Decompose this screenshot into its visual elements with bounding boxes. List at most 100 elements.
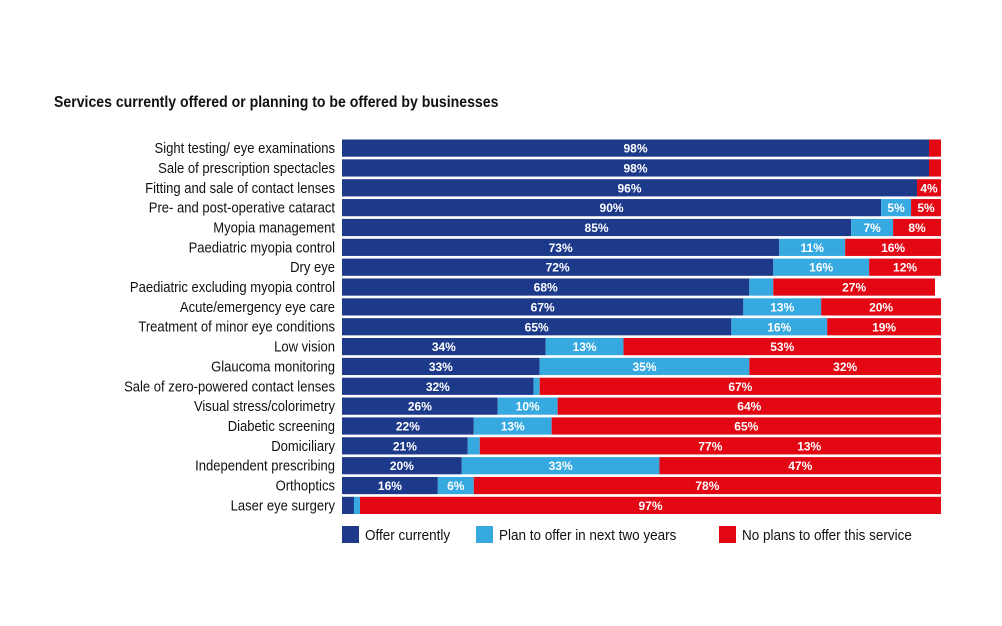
bar-segment bbox=[929, 159, 941, 177]
legend-label: Offer currently bbox=[365, 527, 451, 544]
data-label: 27% bbox=[842, 281, 866, 295]
data-label: 8% bbox=[908, 221, 926, 235]
data-label: 5% bbox=[887, 201, 905, 215]
bar-segment bbox=[779, 238, 846, 256]
bar-segment bbox=[342, 238, 780, 256]
bar-segment bbox=[437, 476, 474, 495]
category-label: Laser eye surgery bbox=[231, 498, 335, 514]
category-label: Acute/emergency eye care bbox=[180, 299, 335, 315]
bar-segment bbox=[881, 199, 912, 217]
data-label: 26% bbox=[408, 400, 432, 414]
data-label: 5% bbox=[917, 201, 935, 215]
data-label: 4% bbox=[920, 181, 938, 195]
bar-segment bbox=[342, 199, 882, 217]
legend-label: No plans to offer this service bbox=[742, 527, 912, 544]
data-label: 77% bbox=[698, 439, 722, 453]
bar-segment bbox=[497, 397, 558, 415]
category-label: Sale of zero-powered contact lenses bbox=[124, 379, 335, 395]
bar-segment bbox=[342, 377, 534, 395]
legend-swatch bbox=[476, 526, 493, 543]
bar-segment bbox=[851, 218, 894, 237]
data-label: 73% bbox=[549, 241, 573, 255]
legend-swatch bbox=[342, 526, 359, 543]
data-label: 21% bbox=[393, 439, 417, 453]
data-label: 12% bbox=[893, 261, 917, 275]
data-label: 6% bbox=[447, 479, 465, 493]
bar-segment bbox=[479, 437, 941, 455]
bar-segment bbox=[845, 238, 941, 256]
category-label: Dry eye bbox=[290, 260, 335, 276]
data-label: 67% bbox=[531, 300, 555, 314]
category-label: Sale of prescription spectacles bbox=[158, 160, 335, 176]
data-label: 98% bbox=[623, 142, 647, 156]
bar-segment bbox=[353, 496, 360, 514]
bar-segment bbox=[749, 357, 941, 376]
legend-swatch bbox=[719, 526, 736, 543]
data-label: 53% bbox=[770, 340, 794, 354]
bar-segment bbox=[342, 457, 462, 475]
bar-segment bbox=[342, 417, 474, 435]
bar-segment bbox=[473, 417, 552, 435]
data-label: 68% bbox=[534, 281, 558, 295]
bar-segment bbox=[342, 338, 546, 356]
bar-segment bbox=[911, 199, 941, 217]
bar-segment bbox=[539, 377, 941, 395]
data-label: 96% bbox=[618, 181, 642, 195]
category-label: Paediatric excluding myopia control bbox=[130, 279, 335, 295]
data-label: 10% bbox=[516, 400, 540, 414]
bar-segment bbox=[731, 318, 828, 336]
bar-segment bbox=[773, 258, 870, 276]
bar-segment bbox=[461, 457, 660, 475]
bar-segment bbox=[342, 278, 750, 296]
bar-segment bbox=[342, 298, 744, 316]
data-label: 64% bbox=[737, 400, 761, 414]
bar-segment bbox=[342, 139, 930, 157]
bar-segment bbox=[623, 338, 941, 356]
data-label: 13% bbox=[770, 300, 794, 314]
data-label: 90% bbox=[600, 201, 624, 215]
category-label: Paediatric myopia control bbox=[189, 240, 335, 256]
bar-segment bbox=[743, 298, 822, 316]
data-label: 35% bbox=[632, 360, 656, 374]
data-label: 32% bbox=[833, 360, 857, 374]
category-label: Fitting and sale of contact lenses bbox=[145, 180, 335, 196]
bar-segment bbox=[342, 437, 468, 455]
data-label: 47% bbox=[788, 459, 812, 473]
category-label: Sight testing/ eye examinations bbox=[155, 140, 336, 156]
bar-segment bbox=[539, 357, 750, 376]
bar-segment bbox=[342, 496, 354, 514]
bar-segment bbox=[893, 218, 941, 237]
category-label: Pre- and post-operative cataract bbox=[149, 200, 335, 216]
category-label: Low vision bbox=[274, 339, 335, 355]
bar-segment bbox=[773, 278, 936, 296]
data-label: 19% bbox=[872, 320, 896, 334]
data-label: 97% bbox=[638, 499, 662, 513]
bar-segment bbox=[827, 318, 941, 336]
bar-segment bbox=[551, 417, 941, 435]
data-label: 78% bbox=[695, 479, 719, 493]
bar-segment bbox=[342, 159, 930, 177]
category-label: Domiciliary bbox=[271, 438, 335, 454]
bar-segment bbox=[749, 278, 774, 296]
data-label: 13% bbox=[573, 340, 597, 354]
bar-segment bbox=[869, 258, 941, 276]
data-label: 16% bbox=[378, 479, 402, 493]
bar-segment bbox=[342, 476, 438, 495]
category-label: Myopia management bbox=[213, 220, 335, 236]
data-label: 33% bbox=[429, 360, 453, 374]
data-label: 34% bbox=[432, 340, 456, 354]
data-label: 13% bbox=[797, 439, 821, 453]
data-label: 16% bbox=[809, 261, 833, 275]
category-label: Treatment of minor eye conditions bbox=[138, 319, 335, 335]
bar-segment bbox=[342, 179, 918, 197]
bar-segment bbox=[359, 496, 942, 514]
chart-title: Services currently offered or planning t… bbox=[54, 94, 499, 111]
data-label: 11% bbox=[801, 241, 825, 255]
data-label: 16% bbox=[767, 320, 791, 334]
data-label: 72% bbox=[546, 261, 570, 275]
bar-segment bbox=[545, 338, 624, 356]
category-label: Independent prescribing bbox=[195, 458, 335, 474]
legend-label: Plan to offer in next two years bbox=[499, 527, 676, 544]
data-label: 20% bbox=[390, 459, 414, 473]
